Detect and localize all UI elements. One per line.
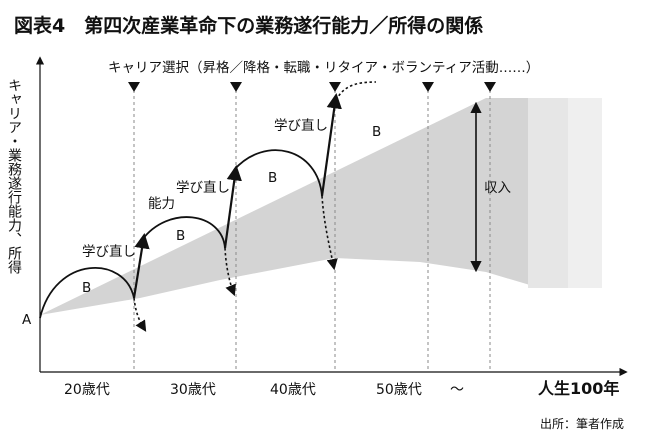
decline-branch-2 xyxy=(224,247,236,297)
career-arcs xyxy=(39,149,323,319)
income-label: 収入 xyxy=(484,180,511,196)
y-axis-label: キャリア・業務遂行能力、所得 xyxy=(6,78,22,274)
source-note: 出所：筆者作成 xyxy=(540,417,624,431)
relearn-arrows xyxy=(132,92,342,299)
relearn-arrow-1 xyxy=(132,232,150,299)
decline-branch-3 xyxy=(321,195,338,271)
arc-phase-1 xyxy=(39,267,135,319)
relearn-label-1: 学び直し xyxy=(82,244,136,260)
start-label: A xyxy=(22,312,32,328)
triangle-marker-icon xyxy=(230,82,242,92)
figure-title: 図表4 第四次産業革命下の業務遂行能力／所得の関係 xyxy=(14,14,483,37)
career-choice-lines xyxy=(133,90,491,372)
x-label-50s: 50歳代 xyxy=(376,382,422,398)
triangle-marker-icon xyxy=(128,82,140,92)
arc-phase-2 xyxy=(141,216,226,249)
triangle-marker-icon xyxy=(329,82,341,92)
triangle-marker-icon xyxy=(484,82,496,92)
phase-label-2: B xyxy=(176,228,185,244)
ability-label: 能力 xyxy=(148,196,175,212)
band-tail-lighter xyxy=(568,98,602,288)
relearn-arrow-2 xyxy=(223,164,242,249)
decline-branch-1 xyxy=(133,297,147,332)
x-label-40s: 40歳代 xyxy=(270,382,316,398)
growth-band xyxy=(40,98,540,315)
triangle-marker-icon xyxy=(422,82,434,92)
phase-label-3: B xyxy=(268,170,277,186)
relearn-label-3: 学び直し xyxy=(274,118,328,134)
relearn-arrow-3 xyxy=(320,92,342,197)
decline-branches xyxy=(133,81,377,332)
phase-label-4: B xyxy=(372,124,381,140)
phase-label-1: B xyxy=(82,280,91,296)
x-label-30s: 30歳代 xyxy=(170,382,216,398)
x-label-tilde: 〜 xyxy=(450,382,464,398)
continue-branch xyxy=(335,81,377,101)
career-choice-markers xyxy=(128,82,496,92)
x-label-20s: 20歳代 xyxy=(64,382,110,398)
band-tail-light xyxy=(528,98,568,288)
relearn-label-2: 学び直し xyxy=(176,180,230,196)
career-choice-label: キャリア選択（昇格／降格・転職・リタイア・ボランティア活動……） xyxy=(108,60,539,76)
x-end-label: 人生100年 xyxy=(538,379,619,398)
arc-phase-3 xyxy=(233,149,323,197)
